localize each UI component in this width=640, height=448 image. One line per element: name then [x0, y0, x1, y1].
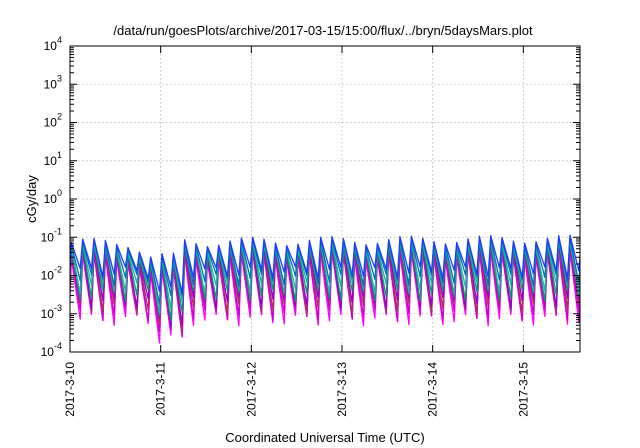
y-axis-label: cGy/day [24, 175, 39, 223]
y-tick-label: 10-3 [41, 303, 62, 321]
x-tick-label: 2017-3-11 [154, 362, 168, 416]
x-axis: 2017-3-10 2017-3-11 2017-3-12 2017-3-13 2017… [63, 46, 530, 417]
y-tick-label: 102 [44, 112, 62, 130]
series-group [70, 234, 580, 344]
y-tick-label: 10-2 [41, 265, 62, 283]
y-tick-label: 103 [44, 73, 62, 91]
x-tick-label: 2017-3-14 [426, 362, 440, 417]
y-tick-label: 104 [44, 35, 62, 53]
x-tick-label: 2017-3-15 [516, 362, 530, 417]
x-axis-label: Coordinated Universal Time (UTC) [225, 430, 424, 445]
series-line [70, 234, 580, 295]
chart-title: /data/run/goesPlots/archive/2017-03-15/1… [113, 23, 533, 38]
x-tick-label: 2017-3-13 [335, 362, 349, 417]
y-tick-label: 10-4 [41, 341, 62, 359]
y-tick-label: 10-1 [41, 226, 62, 244]
x-tick-label: 2017-3-10 [63, 362, 77, 417]
x-tick-label: 2017-3-12 [244, 362, 258, 417]
y-tick-label: 100 [44, 188, 62, 206]
y-tick-label: 101 [44, 150, 62, 168]
y-axis: 10-4 10-3 10-2 10-1 100 101 102 103 104 [41, 35, 580, 359]
